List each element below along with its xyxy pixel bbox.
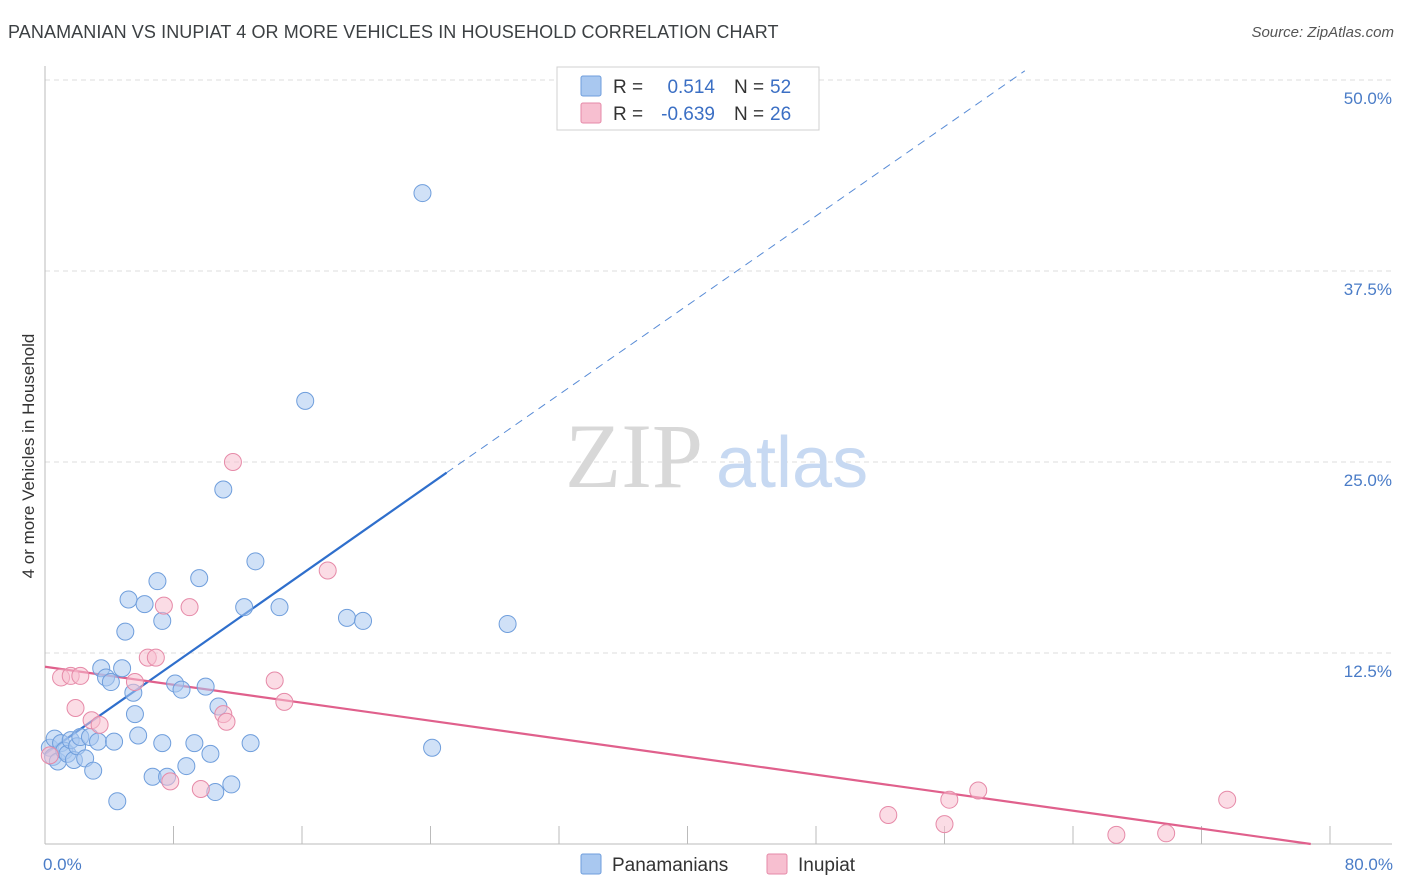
point-panamanians-28 (148, 572, 167, 591)
point-panamanians-35 (185, 734, 204, 753)
point-inupiat-9 (146, 648, 165, 667)
point-inupiat-18 (275, 692, 294, 711)
grid-lines (45, 79, 1392, 654)
legend-r-value-1: 0.514 (667, 77, 715, 98)
series-legend-label-panamanians: Panamanians (612, 855, 728, 876)
point-inupiat-16 (223, 453, 242, 471)
point-panamanians-26 (135, 595, 154, 614)
point-panamanians-33 (172, 680, 191, 699)
point-panamanians-44 (241, 734, 260, 753)
point-panamanians-18 (105, 732, 124, 751)
x-tick-label-1: 80.0% (1345, 855, 1393, 874)
point-inupiat-15 (217, 712, 236, 731)
point-panamanians-36 (190, 569, 209, 588)
point-panamanians-47 (296, 391, 315, 410)
point-panamanians-46 (270, 598, 289, 617)
point-panamanians-24 (125, 705, 144, 724)
y-tick-labels: 12.5% 25.0% 37.5% 50.0% (1344, 89, 1392, 681)
point-inupiat-7 (125, 673, 144, 692)
point-inupiat-17 (265, 671, 284, 690)
chart-title: PANAMANIAN VS INUPIAT 4 OR MORE VEHICLES… (8, 22, 779, 42)
series-legend-swatch-panamanians (580, 853, 602, 875)
point-panamanians-25 (129, 726, 148, 745)
watermark-zip: ZIP (565, 405, 703, 507)
point-inupiat-19 (318, 561, 337, 580)
point-panamanians-17 (101, 673, 120, 692)
point-panamanians-34 (177, 757, 196, 776)
point-panamanians-50 (413, 184, 432, 203)
point-inupiat-22 (940, 790, 959, 809)
y-axis-label: 4 or more Vehicles in Household (19, 334, 38, 579)
point-inupiat-24 (1107, 825, 1126, 844)
point-inupiat-20 (879, 805, 898, 824)
trend-line-panamanians-extension (446, 70, 1026, 474)
point-panamanians-45 (246, 552, 265, 571)
point-panamanians-41 (214, 480, 233, 499)
point-panamanians-52 (498, 614, 517, 633)
legend-n-value-2: 26 (770, 104, 791, 125)
x-tick-label-0: 0.0% (43, 855, 82, 874)
x-tick-labels: 0.0% 80.0% (43, 855, 1393, 874)
point-inupiat-25 (1157, 824, 1176, 843)
point-inupiat-23 (969, 781, 988, 800)
point-panamanians-49 (354, 611, 373, 630)
y-tick-label-3: 50.0% (1344, 89, 1392, 108)
series-legend-swatch-inupiat (766, 853, 788, 875)
point-inupiat-4 (71, 666, 90, 685)
point-panamanians-19 (108, 792, 127, 811)
y-tick-label-1: 25.0% (1344, 471, 1392, 490)
point-panamanians-14 (89, 732, 108, 751)
legend-swatch-pink (580, 102, 602, 124)
point-panamanians-51 (423, 738, 442, 757)
point-panamanians-22 (119, 590, 138, 609)
point-panamanians-48 (337, 608, 356, 627)
point-inupiat-12 (180, 598, 199, 617)
stats-legend: R = 0.514 N = 52 R = -0.639 N = 26 (556, 66, 820, 131)
point-panamanians-30 (153, 611, 172, 630)
legend-r-label-1: R = (613, 77, 643, 98)
point-panamanians-37 (196, 677, 215, 696)
point-panamanians-43 (235, 598, 254, 617)
point-panamanians-21 (116, 622, 135, 641)
legend-swatch-blue (580, 75, 602, 97)
point-panamanians-42 (222, 775, 241, 794)
series-legend: Panamanians Inupiat (580, 853, 856, 876)
point-inupiat-13 (191, 779, 210, 798)
point-inupiat-11 (161, 772, 180, 791)
x-ticks (44, 826, 1331, 844)
legend-n-label-1: N = (734, 77, 764, 98)
point-inupiat-3 (66, 699, 85, 718)
legend-n-value-1: 52 (770, 77, 791, 98)
legend-r-label-2: R = (613, 104, 643, 125)
point-panamanians-38 (201, 744, 220, 763)
trend-line-inupiat (44, 665, 1311, 846)
axes (44, 66, 1392, 845)
point-panamanians-20 (113, 659, 132, 678)
point-inupiat-6 (90, 715, 109, 734)
y-tick-label-0: 12.5% (1344, 662, 1392, 681)
y-tick-label-2: 37.5% (1344, 280, 1392, 299)
legend-r-value-2: -0.639 (661, 104, 715, 125)
point-inupiat-26 (1218, 790, 1237, 809)
point-inupiat-0 (40, 746, 59, 765)
data-points (40, 184, 1237, 844)
point-panamanians-13 (84, 761, 103, 780)
watermark-atlas: atlas (716, 423, 868, 503)
source-label: Source: ZipAtlas.com (1251, 24, 1394, 41)
series-legend-label-inupiat: Inupiat (798, 855, 856, 876)
legend-n-label-2: N = (734, 104, 764, 125)
point-inupiat-10 (154, 596, 173, 615)
point-panamanians-29 (153, 734, 172, 753)
point-inupiat-21 (935, 815, 954, 834)
